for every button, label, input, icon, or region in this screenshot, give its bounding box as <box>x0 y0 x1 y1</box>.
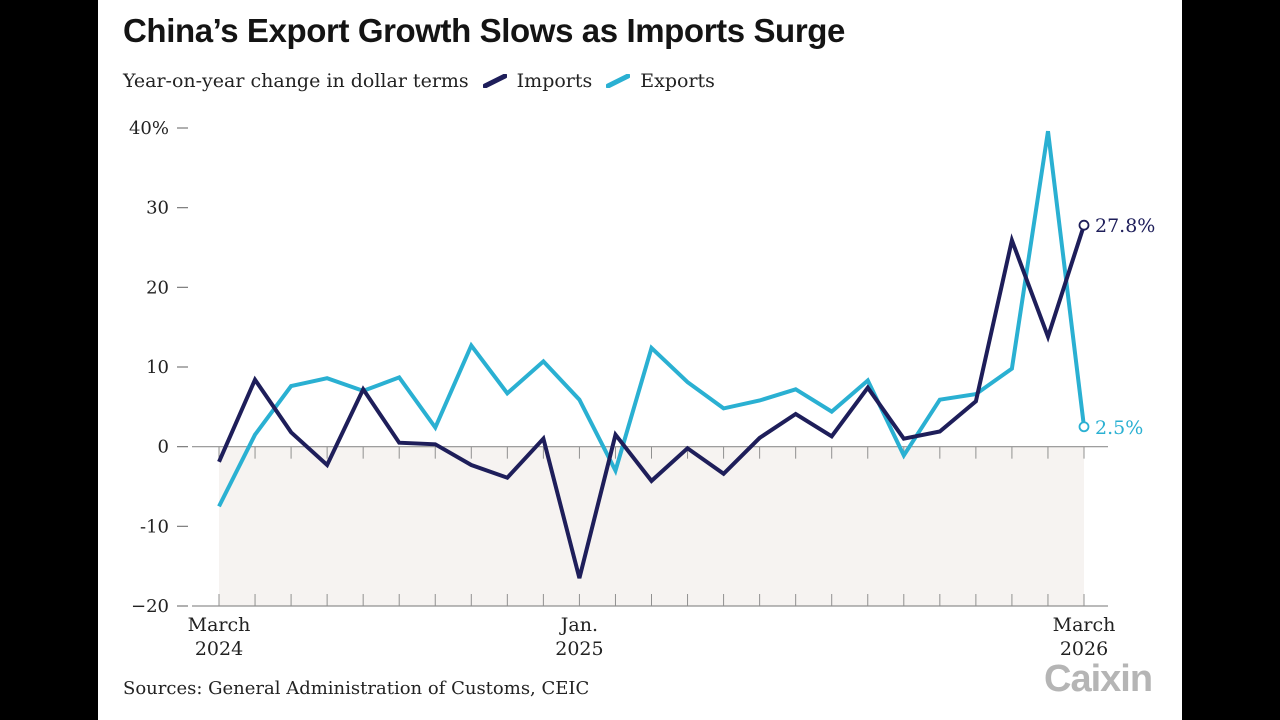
legend-item-exports: Exports <box>606 70 715 92</box>
subtitle-legend-row: Year-on-year change in dollar terms Impo… <box>123 68 715 94</box>
y-tick-label: 10 <box>146 357 169 378</box>
x-tick-label-year: 2025 <box>555 638 603 660</box>
x-tick-label: Jan. <box>559 614 598 636</box>
legend-item-imports: Imports <box>482 70 593 92</box>
end-marker-imports <box>1078 219 1090 231</box>
caixin-logo: Caixin <box>1044 658 1153 700</box>
x-tick-label: March <box>1053 614 1116 636</box>
y-tick-label: 20 <box>146 277 169 298</box>
y-tick-label: -10 <box>140 516 169 537</box>
end-label-exports: 2.5% <box>1095 417 1143 439</box>
x-tick-label: March <box>188 614 251 636</box>
series-line-imports <box>217 224 1086 579</box>
legend-label-imports: Imports <box>516 70 593 92</box>
y-tick-label: 0 <box>158 437 169 458</box>
chart-title: China’s Export Growth Slows as Imports S… <box>123 12 845 49</box>
chart-card: China’s Export Growth Slows as Imports S… <box>98 0 1182 720</box>
y-tick-label: 30 <box>146 198 169 219</box>
legend-swatch-exports <box>606 74 631 88</box>
end-label-imports: 27.8% <box>1095 215 1155 237</box>
chart-subtitle: Year-on-year change in dollar terms <box>123 70 469 92</box>
y-tick-label: 40% <box>129 118 169 139</box>
end-marker-exports <box>1078 421 1090 433</box>
line-chart: −20-10010203040%March2024Jan.2025March20… <box>129 118 1155 660</box>
negative-region-shade <box>219 446 1084 606</box>
x-tick-label-year: 2026 <box>1060 638 1108 660</box>
legend-swatch-imports <box>482 74 507 88</box>
y-tick-label: −20 <box>131 596 169 617</box>
legend-label-exports: Exports <box>640 70 715 92</box>
source-note: Sources: General Administration of Custo… <box>123 678 590 699</box>
x-tick-label-year: 2024 <box>195 638 243 660</box>
